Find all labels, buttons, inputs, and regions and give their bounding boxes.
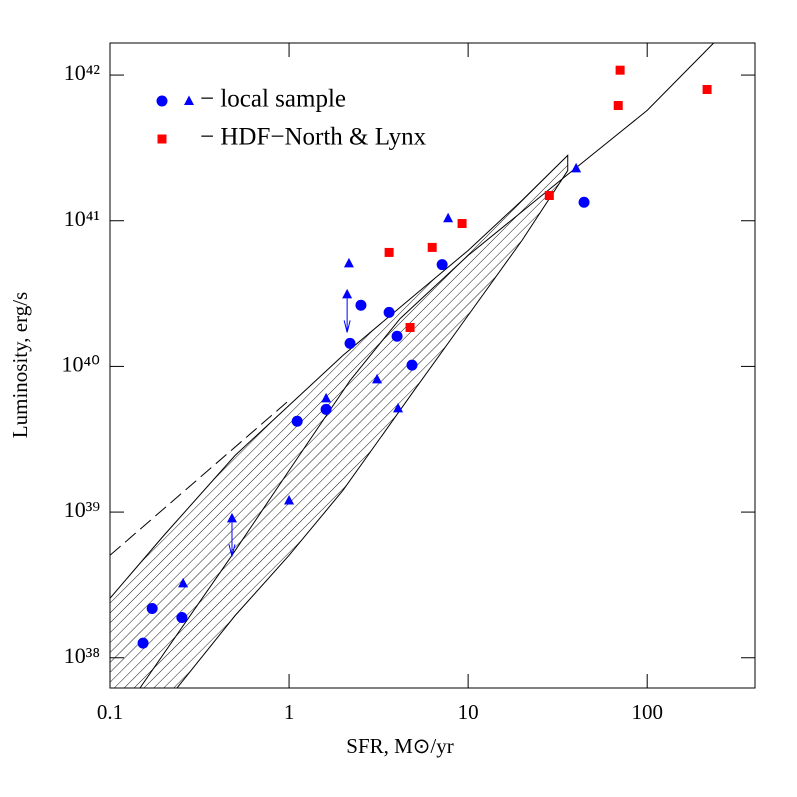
upper-limit-arrow (228, 522, 236, 557)
point-circle (320, 403, 332, 415)
y-tick-label: 10⁴² (64, 60, 101, 85)
plot-frame (109, 42, 756, 689)
point-triangle (393, 402, 404, 413)
legend-label: − HDF−North & Lynx (200, 124, 427, 151)
point-square (702, 84, 712, 94)
x-tick-label: 10 (458, 700, 479, 724)
point-triangle (372, 373, 383, 384)
y-tick-label: 10⁴¹ (64, 206, 100, 231)
y-tick-label: 10³⁸ (64, 643, 100, 668)
point-circle (344, 337, 356, 349)
point-circle (436, 259, 448, 271)
point-circle (156, 95, 168, 107)
point-circle (391, 330, 403, 342)
point-circle (137, 637, 149, 649)
point-triangle (343, 257, 354, 268)
legend-label: − local sample (200, 86, 346, 113)
point-square (615, 65, 625, 75)
point-square (613, 101, 623, 111)
point-circle (176, 611, 188, 623)
point-triangle (178, 577, 189, 588)
point-square (405, 322, 415, 332)
y-tick-label: 10⁴⁰ (62, 351, 101, 376)
upper-limit-arrow (343, 298, 351, 333)
x-tick-label: 100 (631, 700, 663, 724)
point-square (427, 242, 437, 252)
point-circle (355, 299, 367, 311)
point-square (384, 247, 394, 257)
model-line (139, 43, 714, 688)
point-circle (291, 415, 303, 427)
point-circle (578, 196, 590, 208)
x-tick-label: 0.1 (97, 700, 123, 724)
point-circle (406, 359, 418, 371)
point-triangle (571, 162, 582, 173)
x-tick-label: 1 (284, 700, 295, 724)
point-square (157, 134, 167, 144)
point-square (457, 219, 467, 229)
point-triangle (184, 95, 194, 105)
point-triangle (226, 512, 237, 523)
x-axis-title: SFR, M⊙/yr (346, 734, 453, 758)
point-triangle (443, 212, 454, 223)
point-square (544, 191, 554, 201)
y-axis-title: Luminosity, erg/s (8, 292, 32, 438)
point-circle (146, 602, 158, 614)
plot-area (110, 43, 714, 688)
model-band (110, 154, 569, 688)
y-tick-label: 10³⁹ (64, 497, 101, 522)
point-triangle (321, 392, 332, 403)
point-triangle (342, 288, 353, 299)
point-circle (383, 306, 395, 318)
point-triangle (284, 495, 295, 505)
